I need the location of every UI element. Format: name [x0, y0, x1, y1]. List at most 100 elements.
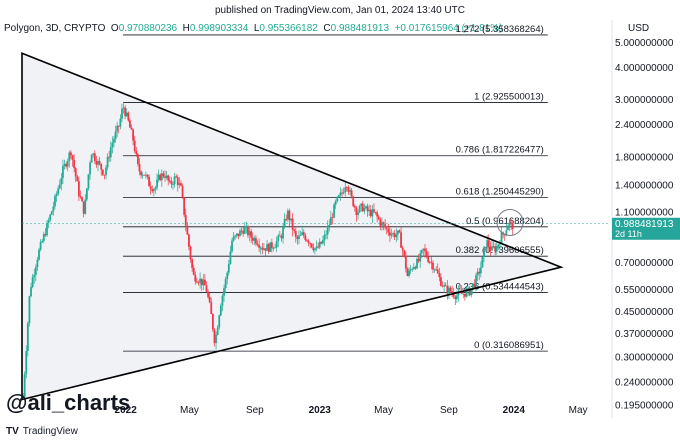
candle-body: [478, 271, 481, 274]
time-axis-tick-label: Sep: [246, 405, 264, 416]
candle-body: [30, 287, 32, 297]
candle-body: [148, 176, 150, 187]
candle-body: [108, 156, 111, 158]
candle-body: [424, 248, 426, 252]
candle-body: [280, 235, 283, 239]
candle-body: [186, 225, 189, 235]
candle-body: [365, 206, 367, 208]
candle-body: [344, 187, 347, 193]
candle-body: [54, 196, 56, 207]
candle-body: [74, 168, 77, 177]
candle-body: [420, 250, 423, 254]
candle-body: [288, 210, 291, 221]
candle-body: [373, 209, 375, 212]
candle-body: [66, 161, 69, 167]
candle-body: [495, 246, 498, 252]
candle-body: [55, 194, 58, 197]
candle-body: [352, 196, 355, 207]
candle-body: [366, 206, 369, 212]
candle-body: [202, 279, 205, 286]
time-axis-tick-label: May: [374, 405, 393, 416]
candle-body: [71, 155, 74, 160]
candle-body: [245, 226, 248, 228]
candle-body: [68, 152, 71, 162]
candle-body: [358, 206, 361, 213]
candle-body: [178, 183, 181, 186]
candle-body: [336, 196, 339, 202]
fib-level-label: 0.382 (0.739606555): [456, 245, 544, 256]
candle-body: [347, 187, 350, 192]
candle-body: [22, 396, 24, 398]
candle-body: [114, 131, 117, 139]
candle-body: [76, 176, 79, 182]
fib-level-label: 0.618 (1.250445290): [456, 186, 544, 197]
tradingview-brand: TV TradingView: [6, 426, 78, 437]
candle-body: [105, 167, 107, 176]
candle-body: [270, 242, 273, 249]
candle-body: [146, 174, 149, 177]
candle-body: [416, 258, 418, 269]
candle-body: [304, 235, 307, 241]
candle-body: [408, 270, 410, 276]
candle-body: [180, 183, 182, 186]
candle-body: [451, 291, 454, 293]
candle-body: [192, 267, 195, 275]
candle-body: [103, 174, 106, 176]
candle-body: [492, 246, 495, 248]
candle-body: [489, 246, 492, 251]
close-label: C: [323, 23, 331, 34]
candle-body: [269, 242, 272, 252]
candle-body: [44, 234, 47, 236]
time-axis-tick-label: May: [180, 405, 199, 416]
time-axis-tick-label: 2024: [503, 405, 526, 416]
candle-body: [409, 269, 412, 271]
candle-body: [181, 185, 184, 198]
candle-body: [368, 209, 371, 212]
bar-countdown-label: 2d 11h: [615, 229, 642, 239]
candle-body: [46, 223, 48, 236]
candle-body: [337, 195, 340, 197]
candle-body: [508, 222, 511, 226]
candle-body: [234, 235, 237, 237]
candle-body: [101, 169, 104, 175]
highlight-circle: [496, 208, 524, 236]
candle-body: [350, 190, 353, 197]
published-caption: published on TradingView.com, Jan 01, 20…: [215, 5, 465, 16]
candle-body: [342, 192, 345, 194]
candle-body: [124, 107, 127, 117]
candle-body: [282, 227, 284, 239]
price-axis-tick-label: 0.195000000: [615, 401, 674, 412]
candle-body: [404, 255, 407, 269]
candle-body: [127, 112, 130, 121]
candle-body: [277, 235, 280, 242]
candle-body: [194, 274, 197, 282]
candle-body: [278, 235, 281, 237]
candle-body: [301, 232, 304, 235]
candle-body: [235, 233, 238, 236]
low-value: 0.955366182: [259, 23, 318, 34]
candle-body: [403, 250, 406, 256]
candle-body: [272, 248, 275, 249]
candle-body: [471, 283, 474, 289]
candle-body: [412, 267, 415, 269]
candle-body: [484, 246, 487, 248]
candle-body: [401, 247, 404, 251]
candle-body: [82, 201, 85, 214]
candle-body: [36, 259, 39, 268]
candle-body: [275, 241, 278, 248]
candle-body: [240, 230, 243, 232]
symbol-name[interactable]: Polygon, 3D, CRYPTO: [4, 23, 106, 34]
current-price-label: 0.988481913: [615, 219, 674, 230]
candle-body: [427, 256, 430, 262]
candle-body: [435, 269, 438, 271]
candle-body: [237, 233, 240, 237]
candle-body: [154, 187, 157, 190]
candle-body: [511, 223, 514, 230]
candle-body: [505, 230, 508, 236]
candle-body: [500, 232, 503, 244]
candle-body: [130, 127, 133, 130]
candle-body: [136, 154, 139, 165]
candle-body: [283, 218, 286, 228]
candle-body: [441, 285, 444, 287]
